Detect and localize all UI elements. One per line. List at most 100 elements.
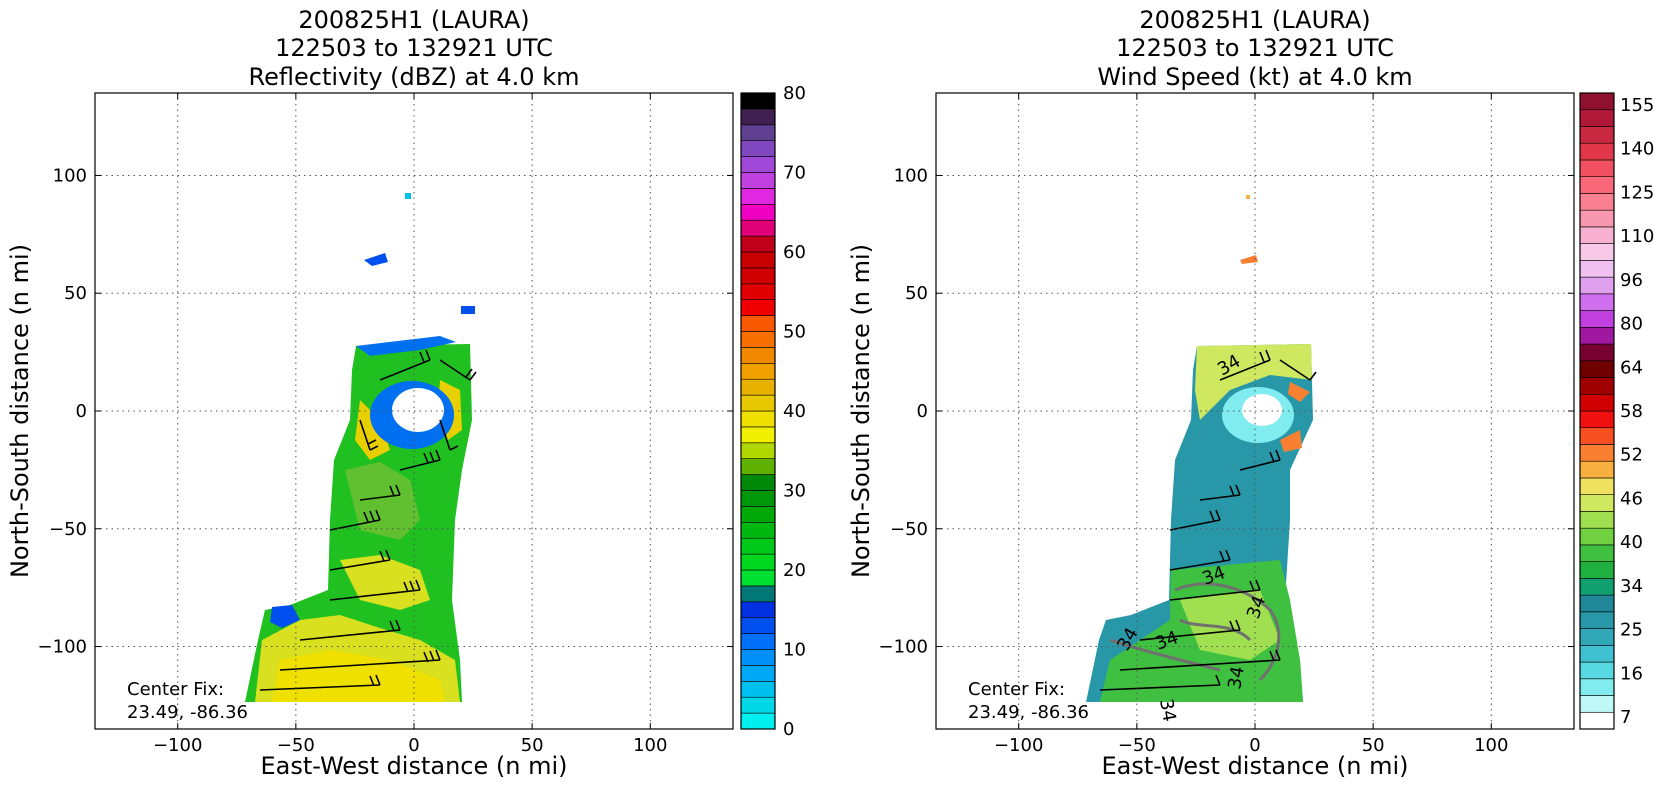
x-tick-label: 50 xyxy=(521,735,544,756)
y-tick-label: 100 xyxy=(53,165,87,186)
south-green-band-2 xyxy=(1180,590,1280,660)
colorbar-segment xyxy=(1579,544,1615,562)
colorbar-segment xyxy=(1579,678,1615,696)
colorbar-segment xyxy=(740,283,776,300)
colorbar-segment xyxy=(740,537,776,555)
colorbar-segment xyxy=(1579,477,1615,495)
colorbar-segment xyxy=(1579,109,1615,127)
colorbar-segment xyxy=(740,458,776,475)
y-tick-label: −100 xyxy=(879,637,928,658)
colorbar-tick-label: 50 xyxy=(783,322,806,343)
colorbar-tick-label: 140 xyxy=(1620,139,1654,160)
colorbar-tick-label: 16 xyxy=(1620,663,1643,684)
colorbar-segment xyxy=(1579,511,1615,529)
colorbar-tick-label: 25 xyxy=(1620,620,1643,641)
colorbar-segment xyxy=(740,219,776,237)
colorbar-segment xyxy=(740,108,776,126)
wind-speed-axes: −100 −50 0 50 100 −100 −50 0 50 100 xyxy=(879,92,1575,756)
colorbar-frame xyxy=(1579,92,1615,730)
colorbar-segment xyxy=(1579,460,1615,479)
colorbar-segment xyxy=(740,124,776,142)
colorbar-segment xyxy=(740,172,776,189)
x-tick-label: 0 xyxy=(1249,735,1260,756)
colorbar-segment xyxy=(1579,126,1615,144)
colorbar-segment xyxy=(740,347,776,364)
colorbar-segment xyxy=(1579,578,1615,596)
x-tick-label: −50 xyxy=(1118,735,1156,756)
colorbar-segment xyxy=(740,331,776,348)
colorbar-tick-label: 52 xyxy=(1620,445,1643,466)
colorbar-segment xyxy=(1579,176,1615,194)
colorbar-segment xyxy=(740,521,776,539)
colorbar-segment xyxy=(740,362,776,380)
north-yellow-band xyxy=(1195,344,1312,420)
panel1-center-fix-coords: 23.49, -86.36 xyxy=(968,702,1089,723)
panel1-center-fix-label: Center Fix: xyxy=(968,679,1065,700)
y-tick-label: 50 xyxy=(64,283,87,304)
panel0-title-line2: 122503 to 132921 UTC xyxy=(275,34,553,62)
eyewall-orange-2 xyxy=(1280,430,1302,452)
x-tick-label: −100 xyxy=(994,735,1043,756)
colorbar-segment xyxy=(1579,209,1615,228)
panel1-title-line3: Wind Speed (kt) at 4.0 km xyxy=(1097,63,1412,91)
colorbar-segment xyxy=(740,601,776,618)
colorbar-tick-label: 110 xyxy=(1620,226,1654,247)
colorbar-segment xyxy=(1579,310,1615,328)
colorbar-tick-label: 80 xyxy=(783,83,806,104)
colorbar-tick-label: 34 xyxy=(1620,576,1643,597)
isolated-echo-1 xyxy=(405,193,411,199)
colorbar-segment xyxy=(1579,611,1615,629)
panel0-center-fix-coords: 23.49, -86.36 xyxy=(127,702,248,723)
colorbar-segment xyxy=(740,490,776,507)
colorbar-segment xyxy=(740,712,776,730)
x-tick-label: 50 xyxy=(1362,735,1385,756)
colorbar-segment xyxy=(740,92,776,110)
colorbar-segment xyxy=(740,299,776,316)
reflectivity-panel: 200825H1 (LAURA) 122503 to 132921 UTC Re… xyxy=(6,6,806,780)
panel1-title-line1: 200825H1 (LAURA) xyxy=(1139,6,1370,34)
reflectivity-field xyxy=(245,193,477,702)
colorbar-tick-label: 60 xyxy=(783,242,806,263)
y-tick-label: 100 xyxy=(894,165,928,186)
colorbar-tick-label: 40 xyxy=(1620,532,1643,553)
colorbar-segment xyxy=(1579,377,1615,395)
colorbar-segment xyxy=(1579,226,1615,244)
colorbar-segment xyxy=(740,649,776,666)
colorbar-tick-label: 125 xyxy=(1620,182,1654,203)
axes-frame xyxy=(935,92,1575,730)
y-tick-label: −100 xyxy=(38,637,87,658)
colorbar-segment xyxy=(1579,293,1615,311)
colorbar-segment xyxy=(740,410,776,428)
colorbar-segment xyxy=(740,394,776,412)
colorbar-segment xyxy=(1579,276,1615,295)
swath-band-2 xyxy=(272,650,445,702)
x-tick-label: −50 xyxy=(277,735,315,756)
colorbar-tick-label: 7 xyxy=(1620,707,1631,728)
colorbar-tick-label: 96 xyxy=(1620,270,1643,291)
colorbar-segment xyxy=(1579,92,1615,111)
panel1-xlabel: East-West distance (n mi) xyxy=(1101,752,1408,780)
isolated-echo-3 xyxy=(461,306,475,314)
colorbar-segment xyxy=(740,633,776,650)
contour-label: 34 xyxy=(1155,697,1180,723)
colorbar-segment xyxy=(1579,393,1615,412)
colorbar-tick-label: 20 xyxy=(783,560,806,581)
colorbar-segment xyxy=(1579,410,1615,429)
colorbar-segment xyxy=(740,251,776,269)
colorbar-tick-label: 0 xyxy=(783,719,794,740)
colorbar-tick-label: 58 xyxy=(1620,401,1643,422)
colorbar-segment xyxy=(1579,327,1615,345)
reflectivity-axes: −100 −50 0 50 100 −100 −50 0 50 100 xyxy=(38,92,734,756)
panel0-title-line3: Reflectivity (dBZ) at 4.0 km xyxy=(249,63,580,91)
colorbar-segment xyxy=(740,140,776,157)
swath-band-5 xyxy=(355,400,390,460)
panel0-xlabel: East-West distance (n mi) xyxy=(260,752,567,780)
colorbar-segment xyxy=(740,204,776,221)
colorbar-segment xyxy=(1579,343,1615,362)
reflectivity-colorbar: 0 10 20 30 40 50 60 70 80 xyxy=(740,83,806,740)
eye-inner xyxy=(1242,394,1282,426)
colorbar-segment xyxy=(740,235,776,253)
colorbar-segment xyxy=(1579,427,1615,445)
eye-inner xyxy=(392,388,444,432)
eyewall-orange xyxy=(1288,382,1310,402)
